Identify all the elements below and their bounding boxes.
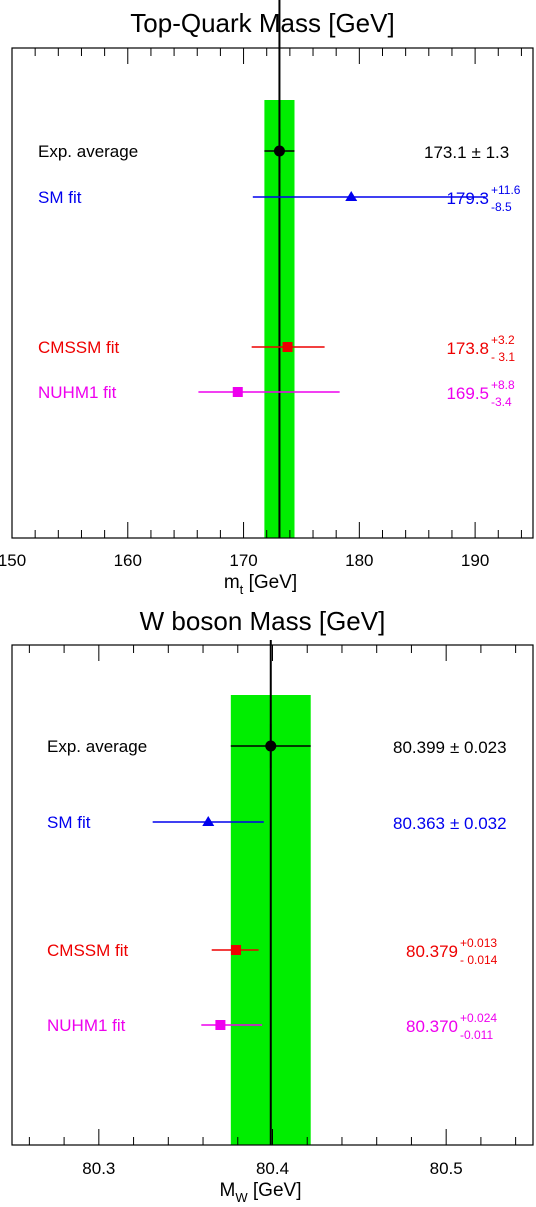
tick-label: 80.4 [256, 1159, 289, 1178]
entry-row: SM fit 80.363 ± 0.032 [47, 813, 507, 833]
entry-value-error: ± 1.3 [472, 143, 510, 162]
chart-title: W boson Mass [GeV] [140, 606, 386, 636]
marker-circle [273, 145, 285, 157]
entry-value-error: ± 0.023 [450, 738, 507, 757]
entry-value: 80.399 ± 0.023 [393, 738, 507, 757]
entry-error-down: - 0.014 [460, 953, 498, 967]
entry-label: Exp. average [47, 737, 147, 756]
tick-label: 150 [0, 551, 26, 570]
entry-row: CMSSM fit 80.379 +0.013 - 0.014 [47, 936, 498, 967]
entry-value-number: 80.363 [393, 814, 445, 833]
marker-triangle [202, 816, 215, 826]
entry-error-down: -8.5 [491, 200, 512, 214]
marker-circle [265, 740, 277, 752]
x-axis-label-sub: W [235, 1190, 248, 1205]
entry-row: Exp. average 80.399 ± 0.023 [47, 724, 507, 768]
chart-panel-0: Top-Quark Mass [GeV] 150 160 170 180 190 mt [G… [0, 0, 534, 597]
x-axis-label-main: M [220, 1180, 236, 1201]
entry-value-error: ± 0.032 [450, 814, 507, 833]
plot-frame [11, 47, 534, 539]
x-axis-label: mt [GeV] [224, 572, 297, 597]
entry-value: 80.370 [406, 1017, 458, 1036]
entry-label: NUHM1 fit [38, 383, 117, 402]
marker-square [232, 387, 243, 397]
entry-value-number: 173.1 [424, 143, 467, 162]
marker-square [231, 945, 242, 955]
tick-label: 160 [114, 551, 142, 570]
entry-error-up: +11.6 [491, 183, 521, 197]
entry-value-number: 80.399 [393, 738, 445, 757]
x-axis-label-unit: [GeV] [248, 1180, 302, 1201]
entry-error-up: +8.8 [491, 378, 515, 392]
marker-square [215, 1020, 226, 1030]
entry-label: CMSSM fit [38, 338, 120, 357]
entry-value: 173.8 [446, 339, 489, 358]
x-axis-label-sub: t [240, 582, 244, 597]
tick-label: 180 [345, 551, 373, 570]
entry-error-up: +0.024 [460, 1011, 497, 1025]
entry-error-down: - 3.1 [491, 350, 515, 364]
entry-value: 169.5 [446, 384, 489, 403]
entry-row: NUHM1 fit 80.370 +0.024 -0.011 [47, 1011, 497, 1042]
entry-value: 80.363 ± 0.032 [393, 814, 507, 833]
entry-label: Exp. average [38, 142, 138, 161]
entry-error-up: +0.013 [460, 936, 497, 950]
tick-label: 80.3 [82, 1159, 115, 1178]
entry-value: 179.3 [446, 189, 489, 208]
entry-error-down: -0.011 [460, 1028, 493, 1042]
tick-label: 80.5 [430, 1159, 463, 1178]
x-axis-label: MW [GeV] [220, 1180, 302, 1205]
entry-value: 173.1 ± 1.3 [424, 143, 509, 162]
entry-error-down: -3.4 [491, 395, 512, 409]
x-axis-label-main: m [224, 572, 240, 593]
entry-label: SM fit [38, 188, 82, 207]
entry-error-up: +3.2 [491, 333, 515, 347]
chart-title: Top-Quark Mass [GeV] [130, 8, 394, 38]
entry-row: NUHM1 fit 169.5 +8.8 -3.4 [38, 378, 515, 409]
tick-label: 190 [461, 551, 489, 570]
entry-label: NUHM1 fit [47, 1016, 126, 1035]
entry-row: SM fit 179.3 +11.6 -8.5 [38, 183, 521, 214]
entry-label: CMSSM fit [47, 941, 129, 960]
tick-label: 170 [229, 551, 257, 570]
marker-triangle [345, 191, 358, 201]
marker-square [282, 342, 293, 352]
entry-label: SM fit [47, 813, 91, 832]
chart-panel-1: W boson Mass [GeV] 80.3 80.4 80.5 MW [GeV] Ex… [11, 606, 534, 1205]
x-axis-label-unit: [GeV] [243, 572, 297, 593]
entry-value: 80.379 [406, 942, 458, 961]
entry-row: Exp. average 173.1 ± 1.3 [38, 129, 509, 173]
entry-row: CMSSM fit 173.8 +3.2 - 3.1 [38, 333, 515, 364]
